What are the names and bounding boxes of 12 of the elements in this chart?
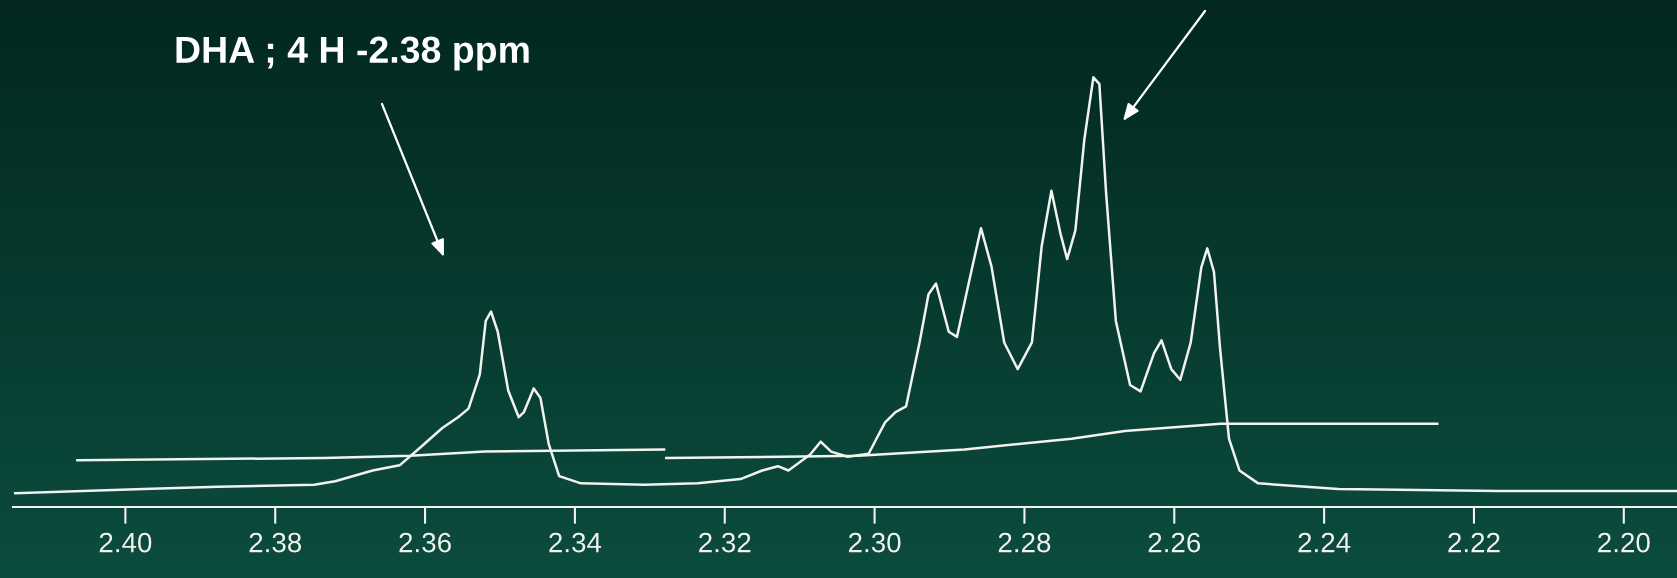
x-tick-label: 2.36	[399, 532, 451, 553]
x-tick-label: 2.32	[699, 532, 751, 553]
x-tick-label: 2.28	[998, 532, 1051, 553]
x-tick-label: 2.34	[549, 532, 602, 553]
x-tick-label: 2.22	[1448, 532, 1500, 553]
x-tick-label: 2.38	[249, 532, 302, 553]
text: DHA ; 4 H -2.38 ppm	[176, 36, 529, 71]
x-tick-label: 2.40	[99, 532, 152, 553]
x-tick-label: 2.24	[1298, 532, 1351, 553]
x-tick-label: 2.30	[848, 532, 901, 553]
x-tick-label: 2.20	[1598, 532, 1650, 553]
x-tick-label: 2.26	[1148, 532, 1201, 553]
